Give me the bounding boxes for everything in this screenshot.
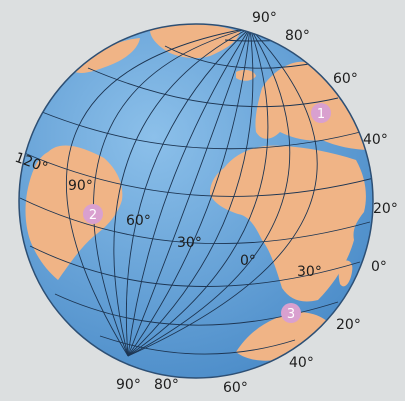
meridian-line xyxy=(113,27,251,357)
meridian-line xyxy=(127,27,251,357)
marker-2-label: 2 xyxy=(89,208,97,223)
meridian-line xyxy=(127,27,251,357)
label-bottom-80: 80° xyxy=(154,377,179,393)
label-lon-0: 0° xyxy=(240,253,256,269)
europe-land xyxy=(255,61,372,150)
parallel-line xyxy=(29,245,361,287)
graticule xyxy=(19,27,373,357)
label-lat-20-north: 20° xyxy=(373,201,398,217)
parallel-line xyxy=(41,111,369,150)
meridian-line xyxy=(127,27,254,357)
meridian-line xyxy=(127,27,251,357)
marker-1-label: 1 xyxy=(317,107,325,122)
parallel-line xyxy=(164,45,321,69)
label-lon-30-west: 30° xyxy=(177,235,202,251)
marker-2-circle[interactable] xyxy=(83,204,103,224)
label-lat-20-south: 20° xyxy=(336,317,361,333)
marker-3-label: 3 xyxy=(287,307,295,322)
parallel-line xyxy=(19,197,371,245)
parallel-line xyxy=(21,151,373,197)
africa-land xyxy=(210,145,366,302)
label-lon-90: 90° xyxy=(68,178,93,194)
label-lat-0: 0° xyxy=(371,259,387,275)
marker-1-circle[interactable] xyxy=(311,103,331,123)
meridian-line xyxy=(127,27,269,357)
label-top-80: 80° xyxy=(285,28,310,44)
label-lat-60-north: 60° xyxy=(333,71,358,87)
meridian-line xyxy=(127,27,291,357)
label-top-90: 90° xyxy=(252,10,277,26)
label-bottom-60: 60° xyxy=(223,380,248,396)
label-bottom-90: 90° xyxy=(116,377,141,393)
meridian-line xyxy=(125,27,251,357)
meridian-line xyxy=(93,27,251,357)
marker-3-circle[interactable] xyxy=(281,303,301,323)
iceland-land xyxy=(236,69,256,81)
meridian-line xyxy=(66,27,251,357)
meridian-line xyxy=(127,27,318,357)
label-lat-40-south: 40° xyxy=(289,355,314,371)
arctic-canada-land xyxy=(70,38,140,73)
parallel-line xyxy=(99,335,296,355)
label-lon-60: 60° xyxy=(126,213,151,229)
globe-outline xyxy=(18,23,374,379)
label-lon-30-east: 30° xyxy=(297,264,322,280)
label-lat-40-north: 40° xyxy=(363,132,388,148)
parallel-line xyxy=(87,67,339,108)
